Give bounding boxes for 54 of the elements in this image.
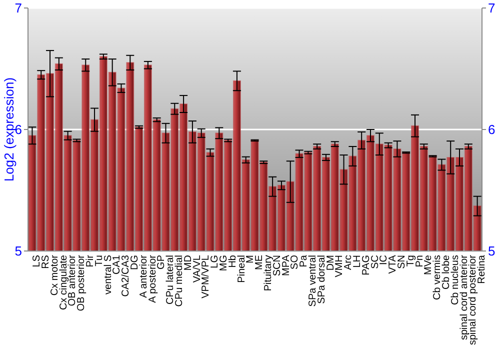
y-tick-label: 5 (14, 244, 22, 259)
y2-tick-label: 5 (488, 244, 496, 259)
x-tick-label: VMH (334, 255, 346, 278)
x-tick-label: Arc (343, 255, 354, 270)
x-tick-label: CA1 (112, 254, 123, 274)
y-tick-label: 6 (14, 122, 22, 138)
x-tick-label: M (245, 255, 256, 264)
x-tick-label: spinal cord anterior (458, 254, 470, 340)
x-tick-label: DG (129, 254, 140, 270)
x-tick-label: MG (218, 254, 230, 272)
x-tick-label: LH (352, 255, 364, 268)
x-tick-label: OB anterior (67, 254, 78, 306)
x-tick-label: ventral S (102, 254, 114, 294)
x-tick-label: Pineal (236, 255, 248, 283)
x-tick-label: SN (396, 255, 408, 269)
x-tick-label: Cx cingulate (58, 254, 70, 310)
x-tick-label: CA2/CA3 (120, 254, 132, 297)
x-tick-label: SPa dorsal (316, 255, 328, 304)
y-axis-title: Log2 (expression) (2, 77, 17, 182)
x-tick-label: spinal cord posterior (468, 254, 479, 346)
x-tick-label: Pir (84, 254, 96, 268)
x-tick-label: MPA (280, 254, 292, 276)
x-tick-label: Tu (94, 255, 105, 266)
x-tick-label: A posterior (147, 254, 158, 303)
x-tick-label: MD (182, 255, 194, 271)
x-tick-label: OB posterior (76, 254, 88, 312)
x-tick-label: SO (290, 254, 301, 270)
x-tick-label: Pa (298, 254, 310, 268)
x-tick-label: SC (370, 255, 381, 269)
x-tick-label: LS (32, 254, 43, 268)
x-tick-label: Tg (405, 255, 416, 267)
x-tick-label: ME (254, 254, 266, 270)
x-tick-label: MVe (423, 254, 434, 276)
x-tick-label: VPM/VPL (200, 254, 212, 298)
x-tick-label: SCN (272, 255, 283, 276)
x-tick-label: Pn (414, 255, 426, 268)
x-tick-label: Cb lobe (441, 254, 452, 290)
x-tick-label: LG (210, 254, 221, 268)
x-tick-label: CPu medial (174, 255, 185, 307)
y2-tick-label: 6 (488, 122, 496, 138)
x-tick-label: Retina (476, 254, 488, 284)
x-tick-label: Cx motor (49, 254, 60, 296)
x-tick-label: Hb (227, 254, 238, 268)
x-tick-label: DM (325, 255, 336, 271)
y-tick-label: 7 (14, 0, 22, 16)
x-tick-label: PAG (360, 254, 372, 276)
x-tick-label: GP (156, 254, 168, 270)
x-tick-label: Cb nucleus (450, 255, 461, 306)
y2-tick-label: 7 (488, 0, 496, 16)
x-tick-label: RS (40, 254, 52, 269)
x-tick-label: VTA (388, 254, 399, 274)
x-tick-label: IC (378, 255, 390, 265)
x-tick-label: A anterior (138, 254, 150, 298)
x-tick-label: Pituitary (263, 255, 274, 292)
